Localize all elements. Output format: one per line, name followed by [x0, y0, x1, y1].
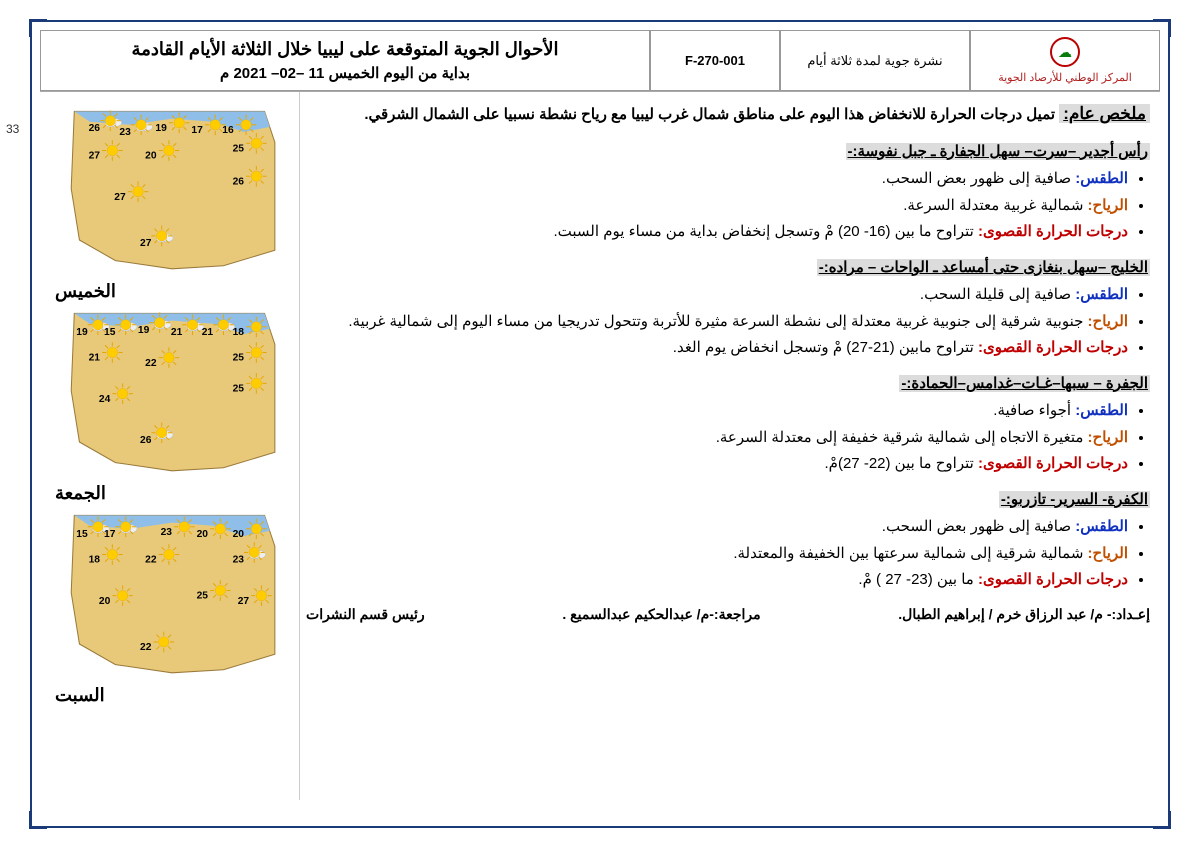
- svg-text:19: 19: [76, 327, 88, 338]
- svg-text:21: 21: [202, 327, 214, 338]
- svg-text:26: 26: [89, 123, 101, 134]
- svg-text:27: 27: [140, 238, 152, 249]
- sub-title: بداية من اليوم الخميس 11 –02– 2021 م: [220, 64, 470, 82]
- weather-line: الطقس: أجواء صافية.: [306, 398, 1128, 424]
- org-name: المركز الوطني للأرصاد الجوية: [998, 71, 1132, 84]
- svg-text:27: 27: [114, 192, 126, 203]
- org-logo-cell: ☁ المركز الوطني للأرصاد الجوية: [970, 30, 1160, 91]
- svg-text:25: 25: [197, 591, 209, 602]
- footer-row: إعـداد:- م/ عبد الرزاق خرم / إبراهيم الط…: [306, 603, 1150, 627]
- svg-text:15: 15: [104, 327, 116, 338]
- page-frame: 33 ☁ المركز الوطني للأرصاد الجوية نشرة ج…: [30, 20, 1170, 828]
- wind-line: الرياح: شمالية شرقية إلى شمالية سرعتها ب…: [306, 541, 1128, 567]
- region-list: الطقس: صافية إلى ظهور بعض السحب.الرياح: …: [306, 166, 1150, 245]
- svg-text:20: 20: [197, 529, 209, 540]
- prepared-by: إعـداد:- م/ عبد الرزاق خرم / إبراهيم الط…: [898, 603, 1150, 627]
- svg-text:18: 18: [233, 327, 245, 338]
- region-list: الطقس: أجواء صافية.الرياح: متغيرة الاتجا…: [306, 398, 1150, 477]
- summary-label: ملخص عام:: [1059, 104, 1150, 123]
- svg-text:15: 15: [76, 529, 88, 540]
- bulletin-type: نشرة جوية لمدة ثلاثة أيام: [780, 30, 970, 91]
- wind-line: الرياح: شمالية غربية معتدلة السرعة.: [306, 193, 1128, 219]
- regions-container: رأس أجدير –سرت– سهل الجفارة ـ جبل نفوسة:…: [306, 139, 1150, 593]
- section-head: رئيس قسم النشرات: [306, 603, 425, 627]
- temp-line: درجات الحرارة القصوى: تتراوح ما بين (22-…: [306, 451, 1128, 477]
- temp-line: درجات الحرارة القصوى: ما بين (23- 27 ) م…: [306, 567, 1128, 593]
- svg-text:18: 18: [89, 555, 101, 566]
- svg-text:27: 27: [89, 151, 101, 162]
- svg-text:20: 20: [99, 596, 111, 607]
- svg-text:26: 26: [140, 435, 152, 446]
- temp-line: درجات الحرارة القصوى: تتراوح مابين (21-2…: [306, 335, 1128, 361]
- svg-text:25: 25: [233, 384, 245, 395]
- page-number: 33: [6, 122, 19, 136]
- svg-text:22: 22: [145, 555, 157, 566]
- svg-text:19: 19: [138, 325, 150, 336]
- svg-text:17: 17: [104, 529, 116, 540]
- svg-text:22: 22: [145, 358, 157, 369]
- header-row: ☁ المركز الوطني للأرصاد الجوية نشرة جوية…: [40, 30, 1160, 92]
- weather-line: الطقس: صافية إلى قليلة السحب.: [306, 282, 1128, 308]
- map-svg: 15 17 23 20 20 18 22 23 20 25 27 22: [47, 500, 297, 680]
- map-svg: 26 23 19 17 16 27 20 25 27 26 27: [47, 96, 297, 276]
- svg-text:16: 16: [222, 125, 234, 136]
- svg-text:23: 23: [161, 527, 173, 538]
- doc-code: F-270-001: [650, 30, 780, 91]
- weather-line: الطقس: صافية إلى ظهور بعض السحب.: [306, 514, 1128, 540]
- map-svg: 19 15 19 21 21 18 21 22 25 24 25 26: [47, 298, 297, 478]
- forecast-map: 191519212118212225242526 الجمعة: [47, 298, 297, 498]
- region-list: الطقس: صافية إلى قليلة السحب.الرياح: جنو…: [306, 282, 1150, 361]
- text-column: ملخص عام: تميل درجات الحرارة للانخفاض هذ…: [300, 92, 1160, 800]
- svg-text:26: 26: [233, 176, 245, 187]
- svg-text:17: 17: [191, 125, 203, 136]
- svg-text:21: 21: [171, 327, 183, 338]
- svg-text:24: 24: [99, 394, 111, 405]
- region-title: الكفرة- السرير- تازربو:-: [999, 491, 1150, 508]
- reviewed-by: مراجعة:-م/ عبدالحكيم عبدالسميع .: [562, 603, 760, 627]
- forecast-map: 151723202018222320252722 السبت: [47, 500, 297, 700]
- main-title: الأحوال الجوية المتوقعة على ليبيا خلال ا…: [132, 39, 559, 60]
- region-title: رأس أجدير –سرت– سهل الجفارة ـ جبل نفوسة:…: [846, 143, 1151, 160]
- body-row: ملخص عام: تميل درجات الحرارة للانخفاض هذ…: [40, 92, 1160, 800]
- svg-text:23: 23: [119, 127, 131, 138]
- summary-line: ملخص عام: تميل درجات الحرارة للانخفاض هذ…: [306, 100, 1150, 129]
- weather-line: الطقس: صافية إلى ظهور بعض السحب.: [306, 166, 1128, 192]
- wind-line: الرياح: جنوبية شرقية إلى جنوبية غربية مع…: [306, 309, 1128, 335]
- svg-text:25: 25: [233, 144, 245, 155]
- svg-text:22: 22: [140, 642, 152, 653]
- svg-text:21: 21: [89, 353, 101, 364]
- summary-text: تميل درجات الحرارة للانخفاض هذا اليوم عل…: [364, 106, 1055, 123]
- wind-line: الرياح: متغيرة الاتجاه إلى شمالية شرقية …: [306, 425, 1128, 451]
- maps-column: 2623191716272025272627 الخميس 1915192121…: [40, 92, 300, 800]
- svg-text:19: 19: [155, 123, 167, 134]
- title-cell: الأحوال الجوية المتوقعة على ليبيا خلال ا…: [40, 30, 650, 91]
- region-title: الخليج –سهل بنغازى حتى أمساعد ـ الواحات …: [817, 259, 1150, 276]
- svg-text:20: 20: [145, 151, 157, 162]
- map-day-label: السبت: [47, 685, 297, 706]
- forecast-map: 2623191716272025272627 الخميس: [47, 96, 297, 296]
- svg-text:20: 20: [233, 529, 245, 540]
- svg-text:27: 27: [238, 596, 250, 607]
- logo-icon: ☁: [1050, 37, 1080, 67]
- temp-line: درجات الحرارة القصوى: تتراوح ما بين (16-…: [306, 219, 1128, 245]
- svg-text:25: 25: [233, 353, 245, 364]
- region-title: الجفرة – سبها–غـات–غدامس–الحمادة:-: [899, 375, 1150, 392]
- region-list: الطقس: صافية إلى ظهور بعض السحب.الرياح: …: [306, 514, 1150, 593]
- svg-text:23: 23: [233, 555, 245, 566]
